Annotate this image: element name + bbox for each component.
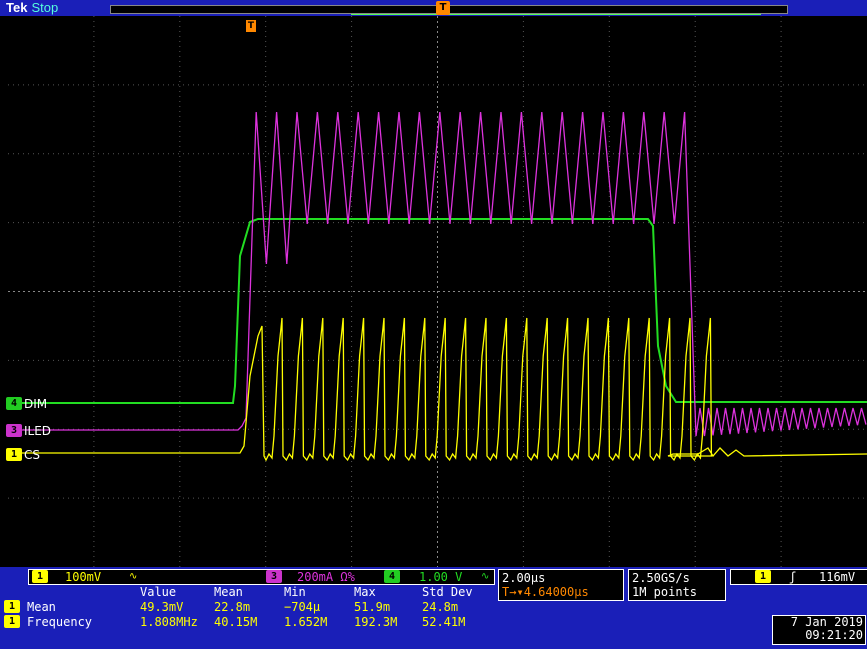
meas2-value: 1.808MHz	[140, 615, 198, 629]
ch4-badge: 4	[6, 397, 22, 410]
time-scale[interactable]: 2.00µs	[502, 571, 546, 585]
col-value: Value	[140, 585, 177, 599]
trigger-point-marker: T	[246, 20, 256, 32]
ch3-label[interactable]: 3 ILED	[6, 424, 51, 438]
ch4-label[interactable]: 4 DIM	[6, 397, 47, 411]
meas1-channel-badge: 1	[4, 600, 20, 613]
bandwidth-limit-icon: ∿	[129, 571, 138, 582]
trigger-panel[interactable]: 1 ʃ 116mV	[730, 569, 867, 585]
vertical-scales[interactable]: 1 100mV ∿ 3 200mA Ω% 4 1.00 V ∿	[28, 569, 495, 585]
col-min: Min	[284, 585, 306, 599]
date-time: 7 Jan 2019 09:21:20	[772, 615, 866, 645]
record-window	[351, 11, 761, 18]
meas2-name: Frequency	[27, 615, 93, 629]
rising-edge-icon: ʃ	[789, 570, 797, 584]
waveform-display[interactable]	[8, 16, 867, 567]
sample-rate: 2.50GS/s	[632, 571, 690, 585]
meas1-min: −704µ	[284, 600, 321, 614]
ch3-scale[interactable]: 200mA Ω%	[297, 570, 355, 584]
measurement-row-frequency[interactable]: 1 Frequency 1.808MHz 40.15M 1.652M 192.3…	[4, 615, 493, 629]
trigger-delay-icon: T→▾	[502, 585, 524, 599]
bottom-panel: 1 100mV ∿ 3 200mA Ω% 4 1.00 V ∿ Value Me…	[0, 567, 867, 649]
meas2-mean: 40.15M	[214, 615, 258, 629]
measurement-row-mean[interactable]: 1 Mean 49.3mV 22.8m −704µ 51.9m 24.8m	[4, 600, 493, 614]
ch1-label[interactable]: 1 CS	[6, 448, 40, 462]
meas2-channel-badge: 1	[4, 615, 20, 628]
timebase-panel[interactable]: 2.00µs T→▾4.64000µs	[498, 569, 624, 601]
trigger-position-icon[interactable]: T	[436, 1, 450, 15]
meas1-std-dev: 24.8m	[422, 600, 459, 614]
measurement-table: Value Mean Min Max Std Dev 1 Mean 49.3mV…	[4, 585, 493, 632]
trigger-source-badge: 1	[755, 570, 771, 583]
meas2-std-dev: 52.41M	[422, 615, 466, 629]
ch3-name: ILED	[24, 424, 52, 438]
ch3-badge: 3	[6, 424, 22, 437]
brand-status: Tek Stop	[6, 0, 58, 16]
meas1-max: 51.9m	[354, 600, 391, 614]
ch1-scale-badge: 1	[32, 570, 48, 583]
ch3-scale-badge: 3	[266, 570, 282, 583]
acquisition-panel[interactable]: 2.50GS/s 1M points	[628, 569, 726, 601]
ch1-name: CS	[24, 448, 40, 462]
ch1-badge: 1	[6, 448, 22, 461]
ch4-dim-waveform	[8, 218, 867, 404]
graticule-center-lines	[8, 16, 867, 567]
meas2-min: 1.652M	[284, 615, 328, 629]
ch1-scale[interactable]: 100mV	[65, 570, 102, 584]
run-state[interactable]: Stop	[31, 0, 59, 15]
date: 7 Jan 2019	[790, 615, 863, 629]
brand-label: Tek	[6, 0, 28, 15]
meas1-value: 49.3mV	[140, 600, 184, 614]
col-std-dev: Std Dev	[422, 585, 473, 599]
trigger-delay-value: 4.64000µs	[523, 585, 589, 599]
meas1-mean: 22.8m	[214, 600, 251, 614]
ch3-iled-waveform	[8, 111, 867, 437]
record-length: 1M points	[632, 585, 698, 599]
ch4-name: DIM	[24, 397, 48, 411]
trigger-delay[interactable]: T→▾4.64000µs	[502, 585, 589, 599]
time: 09:21:20	[805, 628, 863, 642]
ch4-scale[interactable]: 1.00 V	[419, 570, 463, 584]
ch4-scale-badge: 4	[384, 570, 400, 583]
ch4-bandwidth-limit-icon: ∿	[481, 571, 490, 582]
col-max: Max	[354, 585, 376, 599]
status-bar: Tek Stop T	[0, 0, 867, 16]
meas2-max: 192.3M	[354, 615, 398, 629]
meas1-name: Mean	[27, 600, 56, 614]
measurement-header: Value Mean Min Max Std Dev	[28, 585, 493, 599]
ch1-cs-waveform	[8, 317, 867, 462]
trigger-level[interactable]: 116mV	[819, 570, 856, 584]
col-mean: Mean	[214, 585, 243, 599]
